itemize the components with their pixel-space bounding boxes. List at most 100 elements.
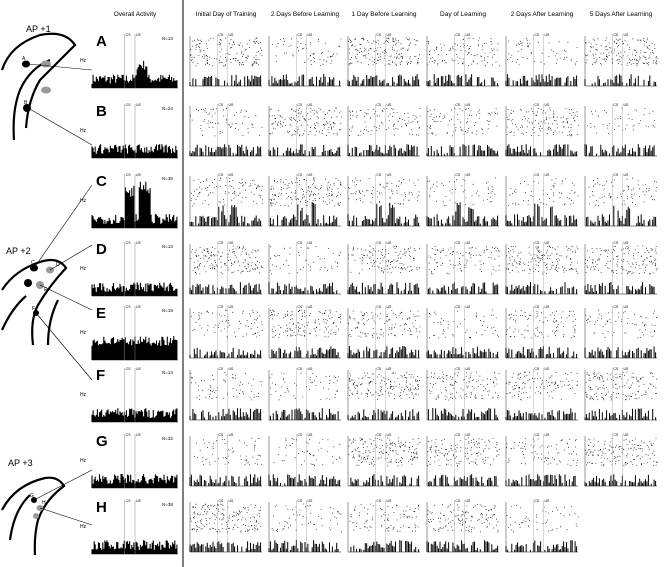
event-label: US <box>623 433 629 437</box>
histogram <box>427 474 497 486</box>
event-label: US <box>307 173 313 177</box>
site-label: F <box>32 306 35 312</box>
event-label: US <box>307 433 313 437</box>
raster <box>506 505 579 533</box>
event-label: US <box>386 499 392 503</box>
raster <box>348 245 420 274</box>
histogram <box>189 347 262 358</box>
event-label: CS <box>376 33 382 37</box>
raster <box>271 503 342 533</box>
histogram <box>505 203 578 226</box>
unit-count: N=35 <box>162 176 173 181</box>
histogram <box>91 474 178 488</box>
raster <box>427 37 500 67</box>
section-label: AP +2 <box>6 246 31 256</box>
site-label: H <box>42 500 46 506</box>
raster <box>273 438 341 467</box>
raster <box>588 177 658 207</box>
leader-line <box>33 469 93 501</box>
event-label: CS <box>455 305 461 309</box>
raster <box>428 246 500 275</box>
raster <box>508 178 579 206</box>
histogram <box>268 282 338 294</box>
event-label: US <box>623 33 629 37</box>
histogram <box>91 181 178 228</box>
histogram <box>189 474 262 486</box>
unit-count: N=32 <box>162 436 173 441</box>
event-label: CS <box>613 33 619 37</box>
event-label: US <box>465 367 471 371</box>
event-label: US <box>307 33 313 37</box>
axis-label: Hz <box>80 392 87 398</box>
histogram <box>426 346 499 358</box>
event-label: US <box>465 33 471 37</box>
event-label: US <box>136 33 142 37</box>
event-label: CS <box>297 433 303 437</box>
leader-line <box>33 184 93 269</box>
event-label: CS <box>613 305 619 309</box>
event-label: CS <box>126 367 132 371</box>
event-label: CS <box>218 305 224 309</box>
leader-line <box>27 107 93 146</box>
leader-line <box>27 63 93 71</box>
raster <box>585 37 658 66</box>
event-label: CS <box>376 367 382 371</box>
section-label: AP +3 <box>8 458 33 468</box>
event-label: CS <box>218 173 224 177</box>
event-label: CS <box>455 433 461 437</box>
leader-line <box>35 312 93 381</box>
raster <box>585 438 658 467</box>
raster <box>348 372 420 400</box>
event-label: CS <box>534 305 540 309</box>
raster <box>349 108 421 136</box>
event-label: CS <box>613 173 619 177</box>
event-label: US <box>136 103 142 107</box>
leader-lines <box>27 63 93 526</box>
histogram <box>91 282 178 296</box>
brain-outline <box>0 32 77 129</box>
histogram <box>189 74 262 86</box>
raster <box>269 372 339 401</box>
unit-count: N=13 <box>162 36 173 41</box>
raster <box>348 437 421 467</box>
event-label: CS <box>297 33 303 37</box>
event-label: US <box>465 433 471 437</box>
event-label: US <box>623 305 629 309</box>
event-label: CS <box>534 103 540 107</box>
raster <box>427 177 496 207</box>
event-label: US <box>544 103 550 107</box>
row-letter: F <box>96 367 105 384</box>
raster <box>349 503 419 532</box>
brain-outline <box>12 58 51 141</box>
site-label: E <box>44 287 48 293</box>
brain-outline <box>46 299 59 346</box>
event-label: CS <box>534 499 540 503</box>
event-label: CS <box>613 367 619 371</box>
histogram <box>585 205 657 226</box>
raster <box>190 107 263 137</box>
column-header: 5 Days After Learning <box>590 11 653 18</box>
histogram <box>505 74 578 86</box>
event-label: US <box>307 103 313 107</box>
event-label: US <box>544 241 550 245</box>
raster <box>585 245 658 275</box>
event-label: US <box>228 33 234 37</box>
raster <box>506 310 576 339</box>
axis-label: Hz <box>80 198 87 204</box>
event-label: CS <box>126 305 132 309</box>
leader-line <box>49 244 93 271</box>
event-label: CS <box>613 433 619 437</box>
event-label: US <box>386 305 392 309</box>
raster <box>272 38 342 66</box>
event-label: CS <box>126 499 132 503</box>
event-label: US <box>386 367 392 371</box>
event-label: US <box>386 433 392 437</box>
event-label: CS <box>126 103 132 107</box>
event-label: US <box>386 103 392 107</box>
event-label: US <box>465 103 471 107</box>
brain-sketches <box>0 32 77 556</box>
axis-label: Hz <box>80 128 87 134</box>
leader-line <box>39 507 93 526</box>
raster <box>348 177 420 206</box>
